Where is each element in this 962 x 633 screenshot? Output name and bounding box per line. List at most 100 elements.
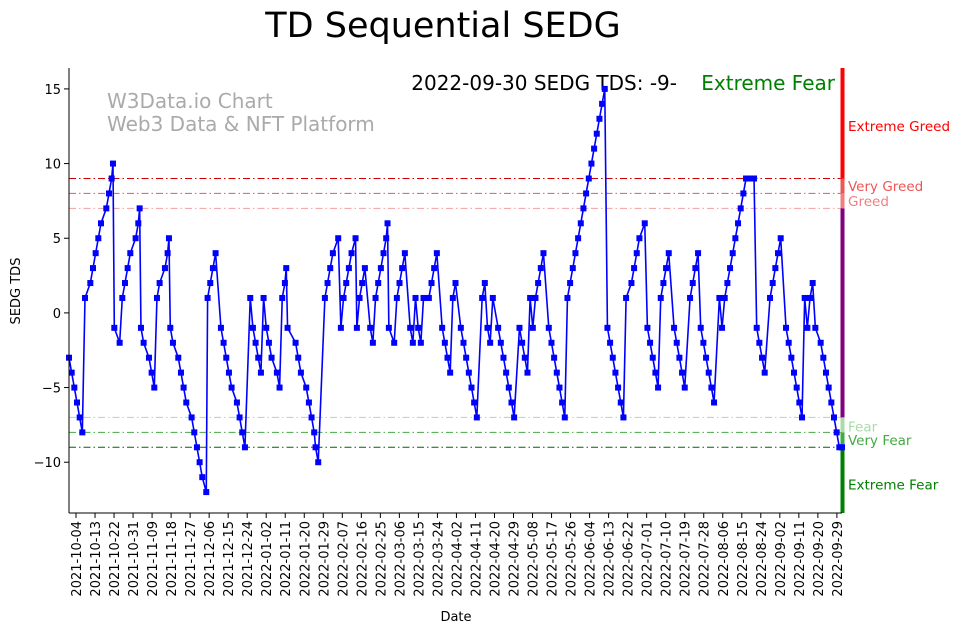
data-point: [161, 265, 168, 272]
x-tick-label: 2022-04-02: [450, 521, 465, 597]
data-point: [724, 280, 731, 287]
data-point: [775, 250, 782, 257]
data-point: [679, 369, 686, 376]
data-point: [295, 354, 302, 361]
data-point: [148, 369, 155, 376]
data-point: [687, 294, 694, 301]
data-point: [335, 235, 342, 242]
data-point: [735, 220, 742, 227]
data-point: [652, 369, 659, 376]
data-point: [623, 294, 630, 301]
zone-bar: [840, 432, 845, 448]
data-point: [153, 294, 160, 301]
data-point: [833, 429, 840, 436]
data-point: [532, 294, 539, 301]
data-point: [612, 369, 619, 376]
x-tick-label: 2022-09-29: [831, 521, 846, 597]
x-tick-label: 2022-07-28: [698, 521, 713, 597]
y-tick-label: 10: [44, 158, 61, 173]
data-point: [135, 220, 142, 227]
series-markers: [66, 85, 845, 496]
data-point: [97, 220, 104, 227]
data-point: [596, 115, 603, 122]
data-point: [412, 294, 419, 301]
data-point: [203, 489, 210, 496]
data-point: [457, 324, 464, 331]
x-tick-label: 2022-03-06: [393, 521, 408, 597]
reference-lines: [69, 178, 842, 448]
data-point: [103, 205, 110, 212]
data-point: [607, 339, 614, 346]
data-point: [343, 280, 350, 287]
data-point: [671, 324, 678, 331]
data-point: [297, 369, 304, 376]
x-tick-label: 2021-10-31: [127, 521, 142, 597]
data-point: [524, 369, 531, 376]
data-point: [588, 160, 595, 167]
data-point: [268, 354, 275, 361]
data-point: [220, 339, 227, 346]
data-point: [676, 354, 683, 361]
x-tick-label: 2022-05-26: [565, 521, 580, 597]
data-point: [772, 265, 779, 272]
data-point: [312, 444, 319, 451]
data-point: [777, 235, 784, 242]
headline-text: 2022-09-30 SEDG TDS: -9-: [411, 71, 677, 95]
data-point: [471, 399, 478, 406]
data-point: [617, 399, 624, 406]
data-point: [255, 354, 262, 361]
x-tick-label: 2022-01-02: [260, 521, 275, 597]
data-point: [825, 384, 832, 391]
data-point: [751, 175, 758, 182]
data-point: [236, 414, 243, 421]
data-point: [452, 280, 459, 287]
data-point: [385, 324, 392, 331]
data-point: [631, 265, 638, 272]
data-point: [511, 414, 518, 421]
data-point: [279, 294, 286, 301]
data-point: [79, 429, 86, 436]
data-point: [796, 399, 803, 406]
data-point: [823, 369, 830, 376]
x-tick-label: 2022-04-11: [469, 521, 484, 597]
data-point: [783, 324, 790, 331]
data-point: [769, 280, 776, 287]
data-point: [561, 414, 568, 421]
data-point: [183, 399, 190, 406]
data-point: [799, 414, 806, 421]
data-point: [820, 354, 827, 361]
data-point: [281, 280, 288, 287]
x-tick-label: 2022-06-22: [622, 521, 637, 597]
data-point: [305, 399, 312, 406]
data-point: [793, 384, 800, 391]
x-tick-label: 2022-04-29: [508, 521, 523, 597]
y-tick-label: 15: [44, 83, 61, 98]
zone-bar: [840, 208, 845, 418]
x-tick-label: 2021-11-18: [165, 521, 180, 597]
data-point: [284, 324, 291, 331]
data-point: [121, 280, 128, 287]
x-tick-label: 2021-12-24: [241, 521, 256, 597]
data-point: [132, 235, 139, 242]
data-point: [705, 369, 712, 376]
data-point: [577, 220, 584, 227]
data-point: [156, 280, 163, 287]
data-point: [644, 324, 651, 331]
data-point: [636, 235, 643, 242]
data-point: [321, 294, 328, 301]
data-point: [212, 250, 219, 257]
data-point: [641, 220, 648, 227]
data-point: [649, 354, 656, 361]
data-point: [377, 265, 384, 272]
x-tick-label: 2022-06-04: [584, 521, 599, 597]
watermark-line-2: Web3 Data & NFT Platform: [107, 112, 375, 136]
data-point: [681, 384, 688, 391]
data-point: [633, 250, 640, 257]
data-point: [721, 294, 728, 301]
y-axis-ticks: −10 −5 0 5 10 15: [34, 83, 69, 471]
data-point: [345, 265, 352, 272]
data-point: [308, 414, 315, 421]
data-point: [449, 294, 456, 301]
data-point: [791, 369, 798, 376]
data-point: [487, 339, 494, 346]
